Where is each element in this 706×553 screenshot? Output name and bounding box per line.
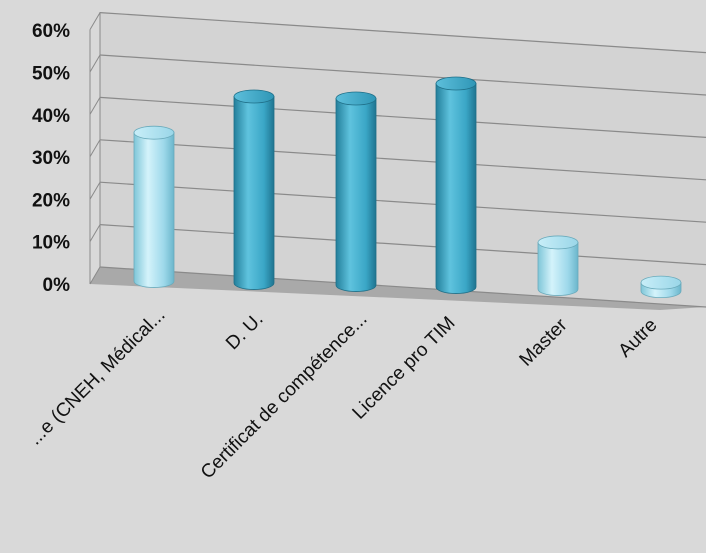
x-category-label: Autre [615,315,662,362]
bar [537,235,579,296]
y-tick-label: 40% [32,106,70,127]
gridline [99,181,706,223]
x-category-label: ...e (CNEH, Médical... [25,305,170,450]
bars [133,76,682,298]
y-tick-label: 20% [32,190,70,211]
y-tick-label: 10% [32,233,70,254]
y-tick-label: 50% [32,64,70,85]
bar [233,89,275,290]
gridline [99,96,706,138]
gridline [99,12,706,54]
y-tick-label: 0% [43,275,71,296]
bar [133,125,175,288]
y-axis: 0% 10% 20% 30% 40% 50% 60% [32,21,70,296]
bar [335,91,377,292]
x-category-label: Certificat de compétence... [197,309,372,484]
gridline [99,266,706,308]
bar [435,76,477,294]
gridline [99,139,706,181]
gridline [99,54,706,96]
gridlines [89,12,706,310]
y-tick-label: 60% [32,21,70,42]
x-category-label: D. U. [222,309,267,354]
bar [640,275,682,298]
y-tick-label: 30% [32,148,70,169]
x-category-label: Master [516,314,572,370]
gridline [99,224,706,266]
category-labels: ...e (CNEH, Médical... D. U.Certificat de… [25,305,662,484]
